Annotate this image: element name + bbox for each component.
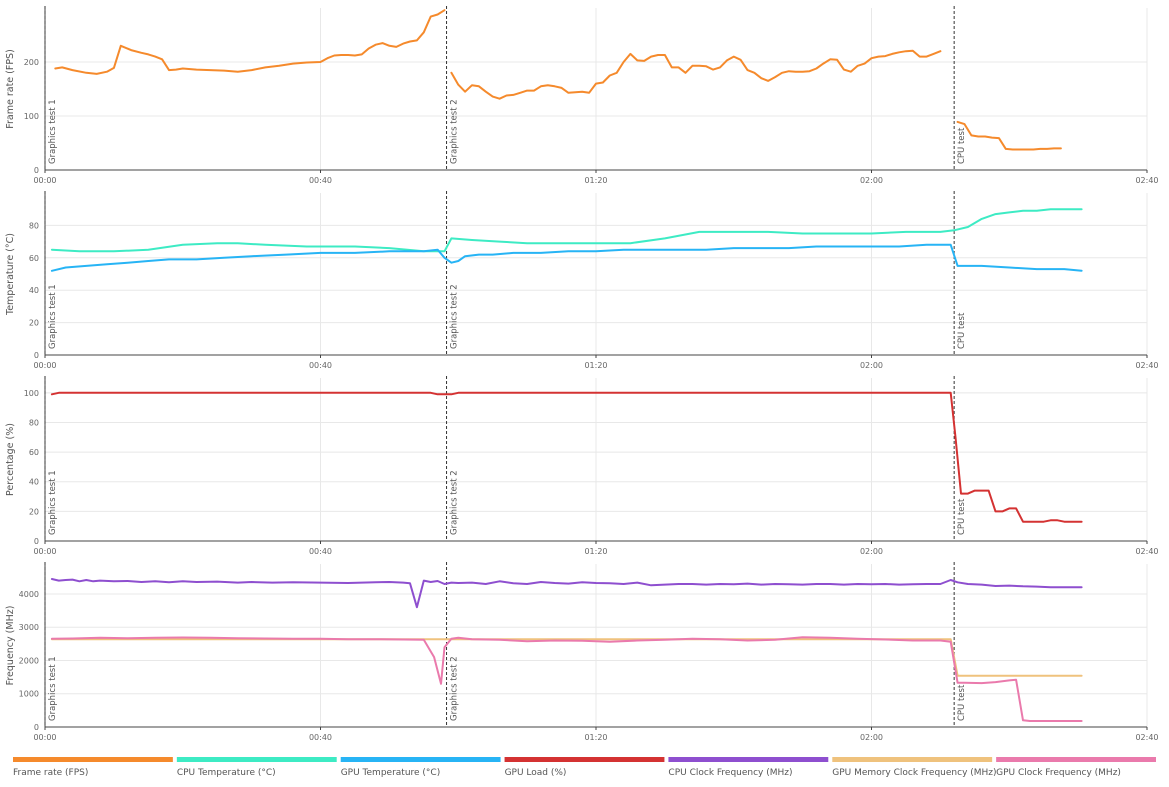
x-tick-label: 01:20 <box>584 176 607 185</box>
y-tick-label: 0 <box>34 723 39 732</box>
test-marker-label: Graphics test 1 <box>48 470 58 535</box>
x-tick-label: 00:40 <box>309 733 332 742</box>
x-tick-label: 02:40 <box>1135 361 1158 370</box>
test-marker-label: CPU test <box>957 312 967 349</box>
x-tick-label: 00:40 <box>309 361 332 370</box>
x-tick-label: 00:40 <box>309 547 332 556</box>
legend-label: CPU Temperature (°C) <box>177 768 276 778</box>
x-tick-label: 01:20 <box>584 547 607 556</box>
legend-item[interactable]: CPU Clock Frequency (MHz) <box>668 757 829 778</box>
legend: Frame rate (FPS) CPU Temperature (°C) GPU … <box>13 757 1156 778</box>
x-tick-label: 02:00 <box>860 176 883 185</box>
x-tick-label: 02:00 <box>860 361 883 370</box>
panel-1: 0 100 200 00:00 00:40 01:20 02:00 02:40 Frame ra… <box>5 6 1159 185</box>
series-line-fps <box>956 120 1062 151</box>
panel-3: 0 20 40 60 80 100 00:00 00:40 01:20 02:00 02:40 Per… <box>5 376 1159 556</box>
test-marker-label: Graphics test 1 <box>48 284 58 349</box>
legend-label: GPU Clock Frequency (MHz) <box>996 768 1121 778</box>
x-tick-label: 00:00 <box>33 733 56 742</box>
y-tick-label: 2000 <box>19 656 39 665</box>
legend-swatch <box>176 757 337 762</box>
series-line-gpu_temp <box>50 243 1083 272</box>
test-marker-label: Graphics test 2 <box>450 99 460 164</box>
test-marker-label: Graphics test 1 <box>48 656 58 721</box>
series-line-gpu_clock <box>50 636 1083 722</box>
legend-swatch <box>504 757 665 762</box>
y-tick-label: 3000 <box>19 623 39 632</box>
legend-swatch <box>668 757 829 762</box>
series-line-fps <box>54 9 446 75</box>
test-marker-label: Graphics test 2 <box>450 656 460 721</box>
y-tick-label: 20 <box>29 319 39 328</box>
series-line-gpu_mem_clock <box>50 638 1083 677</box>
y-tick-label: 60 <box>29 254 39 263</box>
test-marker-label: CPU test <box>957 127 967 164</box>
y-axis-title: Frequency (MHz) <box>5 606 16 686</box>
test-marker-label: Graphics test 2 <box>450 284 460 349</box>
y-axis-title: Frame rate (FPS) <box>5 49 16 129</box>
series-line-fps <box>450 49 942 100</box>
x-tick-label: 02:40 <box>1135 176 1158 185</box>
panel-4: 0 1000 2000 3000 4000 00:00 00:40 01:20 02:00 02:… <box>5 562 1159 742</box>
legend-swatch <box>340 757 501 762</box>
y-tick-label: 40 <box>29 478 39 487</box>
series-line-gpu_load <box>50 391 1083 523</box>
x-tick-label: 00:00 <box>33 176 56 185</box>
y-tick-label: 100 <box>24 112 39 121</box>
x-tick-label: 02:00 <box>860 547 883 556</box>
test-marker-label: Graphics test 2 <box>450 470 460 535</box>
y-tick-label: 80 <box>29 418 39 427</box>
legend-label: CPU Clock Frequency (MHz) <box>668 768 792 778</box>
y-tick-label: 0 <box>34 537 39 546</box>
x-tick-label: 02:40 <box>1135 733 1158 742</box>
x-tick-label: 00:40 <box>309 176 332 185</box>
legend-label: GPU Load (%) <box>505 768 567 778</box>
test-marker-label: Graphics test 1 <box>48 99 58 164</box>
y-tick-label: 0 <box>34 351 39 360</box>
y-tick-label: 20 <box>29 507 39 516</box>
y-tick-label: 40 <box>29 286 39 295</box>
test-marker-label: CPU test <box>957 684 967 721</box>
legend-swatch <box>832 757 993 762</box>
test-marker-label: CPU test <box>957 498 967 535</box>
y-tick-label: 80 <box>29 221 39 230</box>
legend-swatch <box>13 757 173 762</box>
legend-label: GPU Memory Clock Frequency (MHz) <box>832 768 996 778</box>
legend-item[interactable]: GPU Load (%) <box>504 757 665 778</box>
series-line-cpu_clock <box>50 578 1083 609</box>
legend-label: Frame rate (FPS) <box>13 768 88 778</box>
y-tick-label: 60 <box>29 448 39 457</box>
x-tick-label: 01:20 <box>584 733 607 742</box>
legend-swatch <box>996 757 1156 762</box>
y-tick-label: 100 <box>24 389 39 398</box>
y-axis-title: Temperature (°C) <box>5 233 16 316</box>
legend-item[interactable]: GPU Temperature (°C) <box>340 757 501 778</box>
x-tick-label: 01:20 <box>584 361 607 370</box>
series-line-cpu_temp <box>50 208 1083 253</box>
x-tick-label: 00:00 <box>33 547 56 556</box>
legend-item[interactable]: GPU Clock Frequency (MHz) <box>996 757 1156 778</box>
legend-item[interactable]: CPU Temperature (°C) <box>176 757 337 778</box>
y-axis-title: Percentage (%) <box>5 423 16 496</box>
x-tick-label: 02:00 <box>860 733 883 742</box>
x-tick-label: 02:40 <box>1135 547 1158 556</box>
y-tick-label: 0 <box>34 166 39 175</box>
x-tick-label: 00:00 <box>33 361 56 370</box>
legend-label: GPU Temperature (°C) <box>341 768 441 778</box>
y-tick-label: 200 <box>24 58 39 67</box>
panel-2: 0 20 40 60 80 00:00 00:40 01:20 02:00 02:40 Temper… <box>5 191 1159 370</box>
legend-item[interactable]: GPU Memory Clock Frequency (MHz) <box>832 757 997 778</box>
y-tick-label: 4000 <box>19 590 39 599</box>
y-tick-label: 1000 <box>19 690 39 699</box>
legend-item[interactable]: Frame rate (FPS) <box>13 757 173 778</box>
